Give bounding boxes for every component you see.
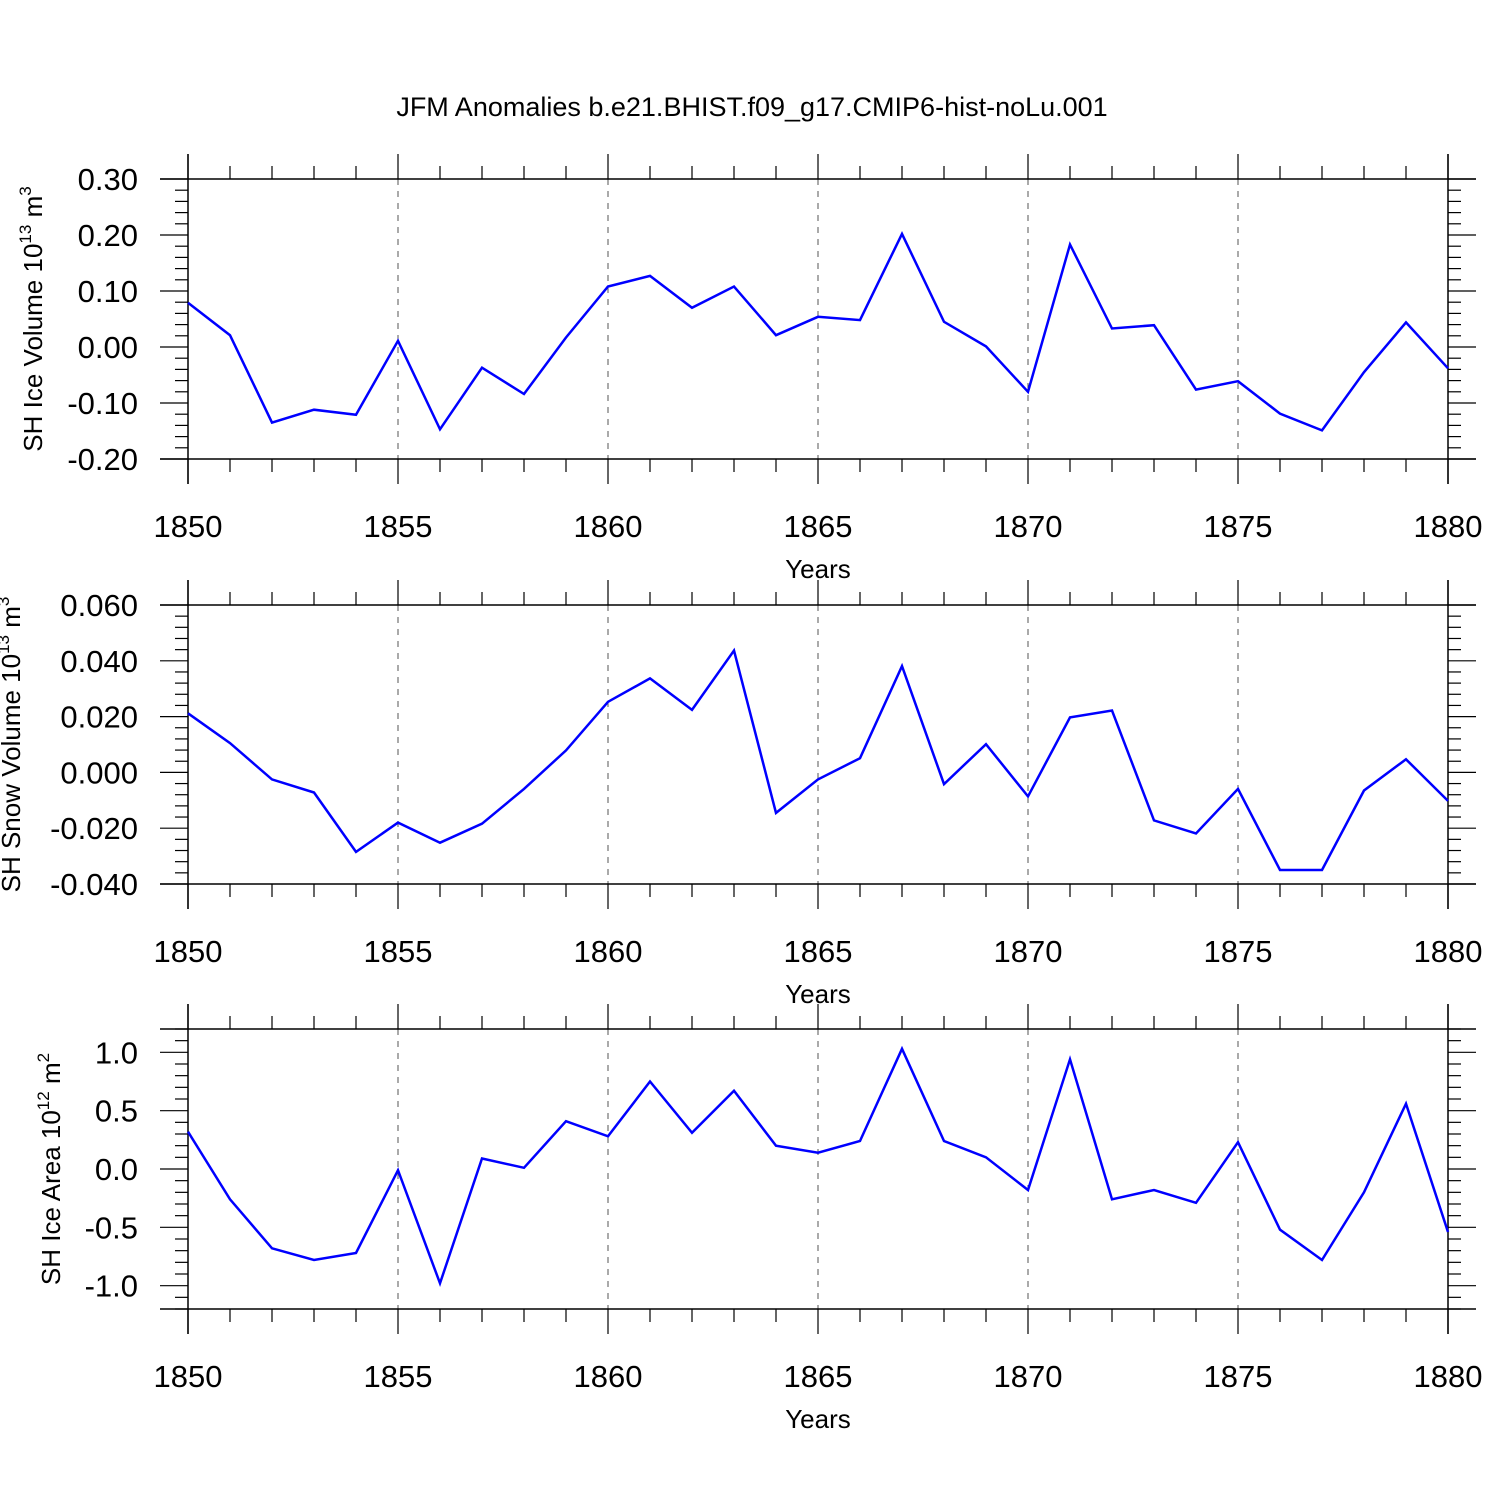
x-tick-label: 1850 (154, 509, 223, 544)
y-axis-title: SH Ice Volume 1013 m3 (16, 186, 48, 451)
y-tick-label: -0.5 (85, 1210, 138, 1245)
x-tick-label: 1865 (784, 509, 853, 544)
y-tick-label: 0.060 (60, 588, 138, 623)
x-tick-label: 1880 (1414, 509, 1483, 544)
y-tick-label: 0.10 (78, 274, 138, 309)
y-tick-label: 0.0 (95, 1152, 138, 1187)
x-tick-label: 1855 (364, 934, 433, 969)
x-tick-label: 1860 (574, 934, 643, 969)
x-tick-label: 1870 (994, 509, 1063, 544)
chart-title: JFM Anomalies b.e21.BHIST.f09_g17.CMIP6-… (396, 92, 1107, 122)
panel-2: -0.040 -0.020 0.000 0.020 0.040 0.060 1850 1855… (0, 580, 1482, 1009)
x-tick-label: 1855 (364, 1359, 433, 1394)
y-tick-label: 0.00 (78, 330, 138, 365)
x-tick-label: 1860 (574, 509, 643, 544)
x-axis-title: Years (785, 1404, 851, 1434)
series-line (187, 231, 1449, 432)
y-axis-title: SH Ice Area 1012 m2 (34, 1053, 66, 1285)
y-tick-label: -0.040 (50, 867, 138, 902)
x-tick-label: 1865 (784, 934, 853, 969)
x-tick-label: 1875 (1204, 1359, 1273, 1394)
y-tick-label: 0.020 (60, 700, 138, 735)
y-tick-label: -0.020 (50, 811, 138, 846)
y-tick-label: -1.0 (85, 1269, 138, 1304)
x-tick-label: 1875 (1204, 509, 1273, 544)
panel-3: -1.0 -0.5 0.0 0.5 1.0 1850 1855 1860 1865 1870 187… (34, 1004, 1482, 1434)
panel-1: -0.20 -0.10 0.00 0.10 0.20 0.30 1850 1855 1860 18… (16, 154, 1482, 584)
y-tick-label: 0.20 (78, 218, 138, 253)
y-tick-label: 0.040 (60, 644, 138, 679)
y-tick-label: 0.30 (78, 162, 138, 197)
y-tick-label: -0.10 (67, 386, 138, 421)
y-tick-label: 0.000 (60, 755, 138, 790)
x-tick-label: 1850 (154, 1359, 223, 1394)
x-tick-label: 1880 (1414, 1359, 1483, 1394)
series-line (186, 1045, 1450, 1288)
x-tick-label: 1875 (1204, 934, 1273, 969)
x-tick-label: 1860 (574, 1359, 643, 1394)
series-line (187, 647, 1449, 872)
x-tick-label: 1850 (154, 934, 223, 969)
x-axis-title: Years (785, 554, 851, 584)
x-tick-label: 1855 (364, 509, 433, 544)
y-tick-label: 1.0 (95, 1035, 138, 1070)
x-tick-label: 1870 (994, 1359, 1063, 1394)
x-tick-label: 1865 (784, 1359, 853, 1394)
y-axis-title: SH Snow Volume 1013 m3 (0, 597, 26, 893)
x-tick-label: 1880 (1414, 934, 1483, 969)
y-tick-label: 0.5 (95, 1094, 138, 1129)
x-tick-label: 1870 (994, 934, 1063, 969)
y-tick-label: -0.20 (67, 442, 138, 477)
